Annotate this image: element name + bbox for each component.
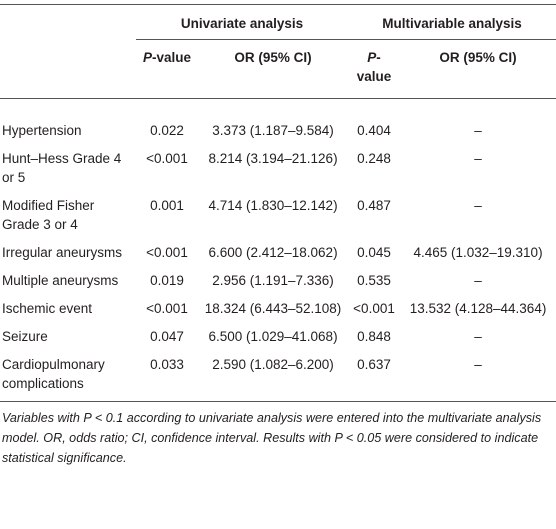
subheader-row: P-value OR (95% CI) P-value OR (95% CI) bbox=[0, 39, 556, 99]
footnote: Variables with P < 0.1 according to univ… bbox=[2, 411, 542, 465]
cell: 0.637 bbox=[348, 351, 401, 402]
cell: <0.001 bbox=[146, 301, 188, 316]
cell: <0.001 bbox=[146, 245, 188, 260]
empty-header bbox=[0, 39, 136, 99]
table-row: Hypertension 0.022 3.373 (1.187–9.584) 0.40… bbox=[0, 99, 556, 146]
cell: 0.047 bbox=[150, 329, 184, 344]
cell: 0.045 bbox=[357, 245, 391, 260]
row-label: Hypertension bbox=[2, 123, 82, 138]
cell: 18.324 (6.443–52.108) bbox=[204, 301, 342, 316]
row-label: Cardiopulmonary complications bbox=[0, 351, 136, 402]
table-row: Modified Fisher Grade 3 or 4 0.001 4.714 (… bbox=[0, 192, 556, 239]
row-label: Multiple aneurysms bbox=[2, 273, 119, 288]
cell: – bbox=[474, 198, 482, 213]
cell: 0.404 bbox=[357, 123, 391, 138]
results-table: Univariate analysis Multivariable analys… bbox=[0, 4, 556, 402]
cell: 0.535 bbox=[357, 273, 391, 288]
cell: – bbox=[474, 329, 482, 344]
table-body: Hypertension 0.022 3.373 (1.187–9.584) 0.40… bbox=[0, 99, 556, 402]
cell: – bbox=[474, 151, 482, 166]
cell: 0.848 bbox=[357, 329, 391, 344]
group-header-row: Univariate analysis Multivariable analys… bbox=[0, 4, 556, 40]
row-label: Seizure bbox=[2, 329, 48, 344]
table-row: Cardiopulmonary complications 0.033 2.590 … bbox=[0, 351, 556, 402]
subheader: P-value bbox=[136, 39, 198, 99]
group-header: Multivariable analysis bbox=[348, 4, 556, 40]
subheader-italic: P bbox=[367, 50, 377, 65]
cell: <0.001 bbox=[146, 151, 188, 166]
cell: 13.532 (4.128–44.364) bbox=[409, 301, 547, 316]
subheader-text: -value bbox=[151, 50, 192, 65]
cell: 3.373 (1.187–9.584) bbox=[212, 123, 334, 138]
empty-header bbox=[0, 4, 136, 40]
subheader: OR (95% CI) bbox=[400, 39, 556, 99]
table-row: Seizure 0.047 6.500 (1.029–41.068) 0.848 – bbox=[0, 323, 556, 351]
cell: 8.214 (3.194–21.126) bbox=[208, 151, 338, 166]
subheader-text: -value bbox=[356, 50, 392, 84]
row-label: Modified Fisher Grade 3 or 4 bbox=[2, 198, 95, 232]
group-header: Univariate analysis bbox=[136, 4, 349, 40]
cell: 4.465 (1.032–19.310) bbox=[413, 245, 543, 260]
cell: 0.487 bbox=[357, 198, 391, 213]
cell: 0.001 bbox=[150, 198, 184, 213]
row-label: Ischemic event bbox=[2, 301, 93, 316]
row-label: Irregular aneurysms bbox=[2, 245, 123, 260]
subheader: OR (95% CI) bbox=[198, 39, 349, 99]
cell: <0.001 bbox=[353, 301, 395, 316]
cell: 4.714 (1.830–12.142) bbox=[208, 198, 338, 213]
subheader-italic: P bbox=[142, 50, 152, 65]
table-row: Irregular aneurysms <0.001 6.600 (2.412–18… bbox=[0, 239, 556, 267]
cell: 2.590 (1.082–6.200) bbox=[198, 351, 349, 402]
table-row: Ischemic event <0.001 18.324 (6.443–52.108… bbox=[0, 295, 556, 323]
table-wrap: Univariate analysis Multivariable analys… bbox=[0, 4, 556, 468]
cell: – bbox=[400, 351, 556, 402]
table-row: Multiple aneurysms 0.019 2.956 (1.191–7.33… bbox=[0, 267, 556, 295]
cell: 0.033 bbox=[136, 351, 198, 402]
cell: 0.022 bbox=[150, 123, 184, 138]
cell: 6.500 (1.029–41.068) bbox=[208, 329, 338, 344]
page: {"table": { "groups": ["Univariate analy… bbox=[0, 4, 556, 529]
cell: 0.019 bbox=[150, 273, 184, 288]
cell: – bbox=[474, 123, 482, 138]
cell: 6.600 (2.412–18.062) bbox=[208, 245, 338, 260]
table-row: Hunt–Hess Grade 4 or 5 <0.001 8.214 (3.194… bbox=[0, 145, 556, 192]
cell: 0.248 bbox=[357, 151, 391, 166]
cell: – bbox=[474, 273, 482, 288]
row-label: Hunt–Hess Grade 4 or 5 bbox=[2, 151, 122, 185]
subheader: P-value bbox=[348, 39, 401, 99]
cell: 2.956 (1.191–7.336) bbox=[212, 273, 334, 288]
